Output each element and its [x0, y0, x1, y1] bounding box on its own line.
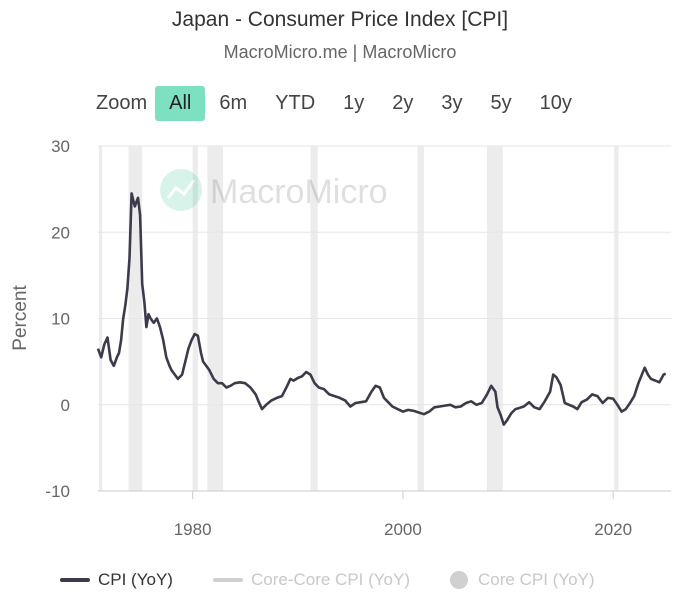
legend-item-core-core-cpi-yoy[interactable]: Core-Core CPI (YoY): [212, 570, 411, 590]
y-tick-label: 0: [61, 396, 70, 415]
zoom-2y-button[interactable]: 2y: [392, 91, 414, 114]
legend-item-cpi-yoy[interactable]: CPI (YoY): [60, 570, 173, 590]
legend-swatch-core-cpi-yoy: [450, 571, 469, 589]
legend-swatch-cpi-yoy: [60, 578, 90, 582]
legend-label-cpi-yoy: CPI (YoY): [98, 570, 173, 589]
y-tick-label: 30: [51, 137, 70, 156]
watermark-logo-icon: [160, 169, 202, 211]
zoom-6m-button[interactable]: 6m: [219, 91, 248, 114]
zoom-all-button[interactable]: All: [155, 85, 206, 121]
y-tick-label: -10: [45, 482, 70, 501]
y-tick-label: 10: [51, 310, 70, 329]
watermark-logo-chart-icon: [166, 179, 196, 199]
zoom-bar: Zoom All 6m YTD 1y 2y 3y 5y 10y: [96, 84, 586, 122]
y-tick-label: 20: [51, 223, 70, 242]
zoom-3y-button[interactable]: 3y: [441, 91, 463, 114]
series-line-cpi-yoy: [96, 192, 667, 426]
legend: CPI (YoY) Core-Core CPI (YoY) Core CPI (…: [60, 570, 635, 590]
x-tick-label: 2000: [384, 520, 422, 539]
legend-label-core-cpi-yoy: Core CPI (YoY): [478, 570, 595, 589]
chart-svg: MacroMicro 30 20 10 0 -10 1980 2000 2020 Percen…: [10, 137, 671, 539]
chart-title: Japan - Consumer Price Index [CPI]: [171, 8, 509, 31]
legend-swatch-core-core-cpi-yoy: [212, 578, 243, 582]
x-tick-label: 2020: [594, 520, 632, 539]
zoom-10y-button[interactable]: 10y: [539, 91, 572, 114]
zoom-ytd-button[interactable]: YTD: [275, 91, 316, 114]
zoom-1y-button[interactable]: 1y: [343, 91, 365, 114]
legend-item-core-cpi-yoy[interactable]: Core CPI (YoY): [450, 570, 595, 590]
zoom-5y-button[interactable]: 5y: [490, 91, 512, 114]
zoom-label: Zoom: [96, 91, 148, 114]
chart-subtitle: MacroMicro.me | MacroMicro: [223, 42, 457, 62]
x-tick-label: 1980: [174, 520, 212, 539]
watermark-text: MacroMicro: [210, 173, 388, 211]
legend-label-core-core-cpi-yoy: Core-Core CPI (YoY): [250, 570, 411, 589]
axes: 30 20 10 0 -10 1980 2000 2020: [45, 137, 671, 539]
watermark: MacroMicro: [160, 169, 388, 211]
y-axis-label: Percent: [10, 285, 31, 351]
